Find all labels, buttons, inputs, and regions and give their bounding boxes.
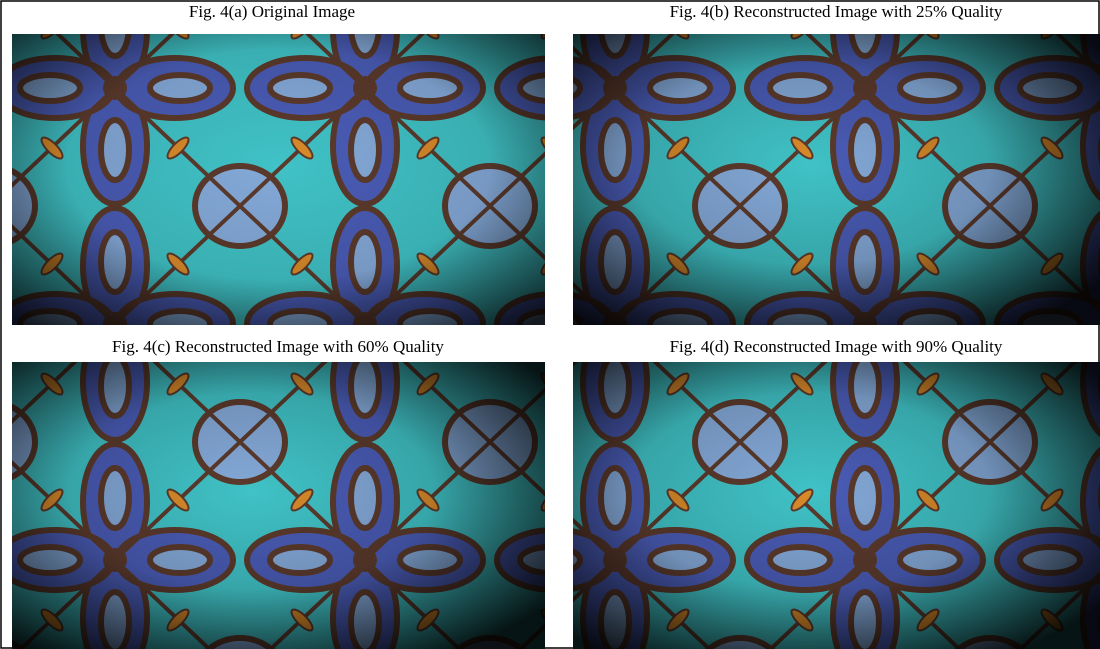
image (573, 34, 1100, 325)
image (12, 362, 545, 649)
caption: Fig. 4(c) Reconstructed Image with 60% Q… (112, 337, 444, 356)
caption: Fig. 4(b) Reconstructed Image with 25% Q… (670, 2, 1003, 21)
figure: Fig. 4(a) Original Image Fig. 4(b) Recon… (0, 0, 1100, 649)
image (573, 362, 1100, 649)
image (12, 34, 545, 325)
caption: Fig. 4(a) Original Image (189, 2, 355, 21)
caption: Fig. 4(d) Reconstructed Image with 90% Q… (670, 337, 1003, 356)
